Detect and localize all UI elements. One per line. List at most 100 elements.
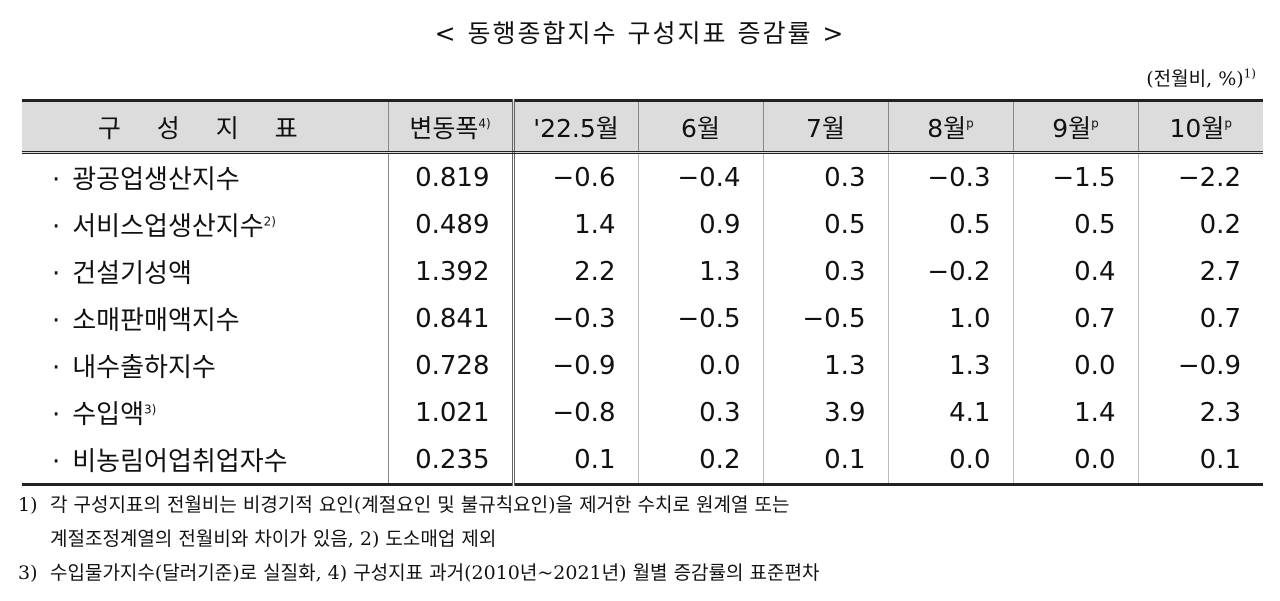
value-cell: −0.8 [552, 397, 616, 428]
bullet: · [52, 306, 61, 336]
value-cell: 2.3 [1137, 389, 1263, 436]
value-cell: −0.4 [637, 152, 763, 201]
header-month-label: 6월 [681, 113, 720, 143]
footnote-number: 3) [18, 562, 38, 584]
value-cell: 0.0 [1012, 436, 1138, 485]
value-cell: −2.2 [1137, 152, 1263, 201]
value-cell: 0.7 [1137, 295, 1263, 342]
value-cell: 0.4 [1012, 248, 1138, 295]
footnote-line: 1) 각 구성지표의 전월비는 비경기적 요인(계절요인 및 불규칙요인)을 제거… [18, 488, 1268, 522]
value-cell: 2.7 [1137, 248, 1263, 295]
footnote-text: 수입물가지수(달러기준)로 실질화, 4) 구성지표 과거(2010년~2021… [50, 562, 820, 584]
value-cell: 0.0 [637, 342, 763, 389]
indicator-label: 서비스업생산지수 [72, 212, 264, 242]
header-volatility-footnote: 4) [478, 116, 491, 131]
bullet: · [52, 353, 61, 383]
header-month: 7월 [762, 100, 888, 154]
bullet: · [52, 165, 61, 195]
table-row: · 건설기성액 1.392 2.2 1.3 0.3 −0.2 0.4 2.7 [22, 248, 1263, 295]
header-month-label: 8월 [927, 113, 967, 143]
indicator-name: · 서비스업생산지수2) [22, 201, 388, 248]
header-month-flag: p [966, 116, 974, 131]
header-month: 8월p [887, 100, 1013, 154]
value-cell: 0.3 [762, 152, 888, 201]
value-cell: 0.3 [637, 389, 763, 436]
header-month-label: 7월 [806, 113, 845, 143]
value-cell: 0.0 [887, 436, 1013, 485]
indicator-footnote: 3) [144, 402, 157, 417]
value-cell: 0.5 [762, 201, 888, 248]
volatility-cell: 0.819 [387, 152, 515, 201]
value-cell: 1.4 [574, 209, 616, 240]
bullet: · [52, 400, 61, 430]
value-cell: 0.2 [637, 436, 763, 485]
indicator-label: 수입액 [72, 400, 145, 430]
footnote-text: 계절조정계열의 전월비와 차이가 있음, 2) 도소매업 제외 [50, 528, 497, 550]
table-row: · 내수출하지수 0.728 −0.9 0.0 1.3 1.3 0.0 −0.9 [22, 342, 1263, 389]
value-cell: 1.4 [1012, 389, 1138, 436]
value-cell: −0.3 [552, 303, 616, 334]
footnote-line: 계절조정계열의 전월비와 차이가 있음, 2) 도소매업 제외 [18, 522, 1268, 556]
footnote-line: 3) 수입물가지수(달러기준)로 실질화, 4) 구성지표 과거(2010년~20… [18, 556, 1268, 590]
value-cell: 0.0 [1012, 342, 1138, 389]
indicator-name: · 건설기성액 [22, 248, 388, 295]
bullet: · [52, 259, 61, 289]
indicator-name: · 수입액3) [22, 389, 388, 436]
table-row: · 수입액3) 1.021 −0.8 0.3 3.9 4.1 1.4 2.3 [22, 389, 1263, 436]
value-cell: 4.1 [887, 389, 1013, 436]
volatility-cell: 1.021 [387, 389, 515, 436]
value-cell: 2.2 [574, 256, 616, 287]
value-cell: 1.0 [887, 295, 1013, 342]
header-indicator: 구 성 지 표 [22, 100, 388, 154]
value-cell: 0.9 [637, 201, 763, 248]
value-cell: −0.5 [762, 295, 888, 342]
header-month-flag: p [1224, 116, 1232, 131]
header-month-label: 9월 [1052, 113, 1092, 143]
volatility-cell: 0.235 [387, 436, 515, 485]
header-volatility-label: 변동폭 [409, 113, 479, 143]
value-cell: −0.5 [637, 295, 763, 342]
value-cell: 0.5 [887, 201, 1013, 248]
header-month-label: 10월 [1169, 113, 1225, 143]
unit-text: (전월비, %) [1146, 68, 1244, 90]
unit-label: (전월비, %)1) [1146, 64, 1256, 91]
value-cell: 0.7 [1012, 295, 1138, 342]
volatility-cell: 0.841 [387, 295, 515, 342]
indicator-name: · 내수출하지수 [22, 342, 388, 389]
footnotes: 1) 각 구성지표의 전월비는 비경기적 요인(계절요인 및 불규칙요인)을 제거… [18, 488, 1268, 590]
indicator-label: 건설기성액 [72, 259, 192, 289]
bullet: · [52, 212, 61, 242]
header-month: '22.5월 [512, 100, 638, 154]
value-cell: 0.5 [1012, 201, 1138, 248]
value-cell: −0.9 [552, 350, 616, 381]
indicator-footnote: 2) [263, 214, 276, 229]
value-cell: 3.9 [762, 389, 888, 436]
volatility-cell: 0.728 [387, 342, 515, 389]
value-cell: 0.2 [1137, 201, 1263, 248]
header-row: 구 성 지 표 변동폭4) '22.5월 6월 7월 8월p 9월p 10월p [22, 100, 1263, 154]
value-cell: 1.3 [887, 342, 1013, 389]
indicator-name: · 비농림어업취업자수 [22, 436, 388, 485]
value-cell: 1.3 [637, 248, 763, 295]
value-cell: 0.1 [574, 444, 616, 475]
header-month: 6월 [637, 100, 763, 154]
value-cell: −0.2 [887, 248, 1013, 295]
header-month: 9월p [1012, 100, 1138, 154]
table-title: < 동행종합지수 구성지표 증감률 > [434, 19, 846, 48]
indicator-table: 구 성 지 표 변동폭4) '22.5월 6월 7월 8월p 9월p 10월p … [22, 99, 1263, 486]
indicator-label: 비농림어업취업자수 [72, 447, 288, 477]
value-cell: 0.1 [762, 436, 888, 485]
indicator-label: 내수출하지수 [72, 353, 216, 383]
value-cell: 0.3 [762, 248, 888, 295]
table-row: · 광공업생산지수 0.819 −0.6 −0.4 0.3 −0.3 −1.5 −… [22, 152, 1263, 201]
header-month-flag: p [1091, 116, 1099, 131]
indicator-label: 소매판매액지수 [72, 306, 240, 336]
value-cell: 0.1 [1137, 436, 1263, 485]
header-month: 10월p [1137, 100, 1263, 154]
value-cell: −0.3 [887, 152, 1013, 201]
unit-footnote-mark: 1) [1243, 66, 1256, 81]
table-row: · 서비스업생산지수2) 0.489 1.4 0.9 0.5 0.5 0.5 0.… [22, 201, 1263, 248]
footnote-number: 1) [18, 494, 38, 516]
table-row: · 소매판매액지수 0.841 −0.3 −0.5 −0.5 1.0 0.7 0.… [22, 295, 1263, 342]
